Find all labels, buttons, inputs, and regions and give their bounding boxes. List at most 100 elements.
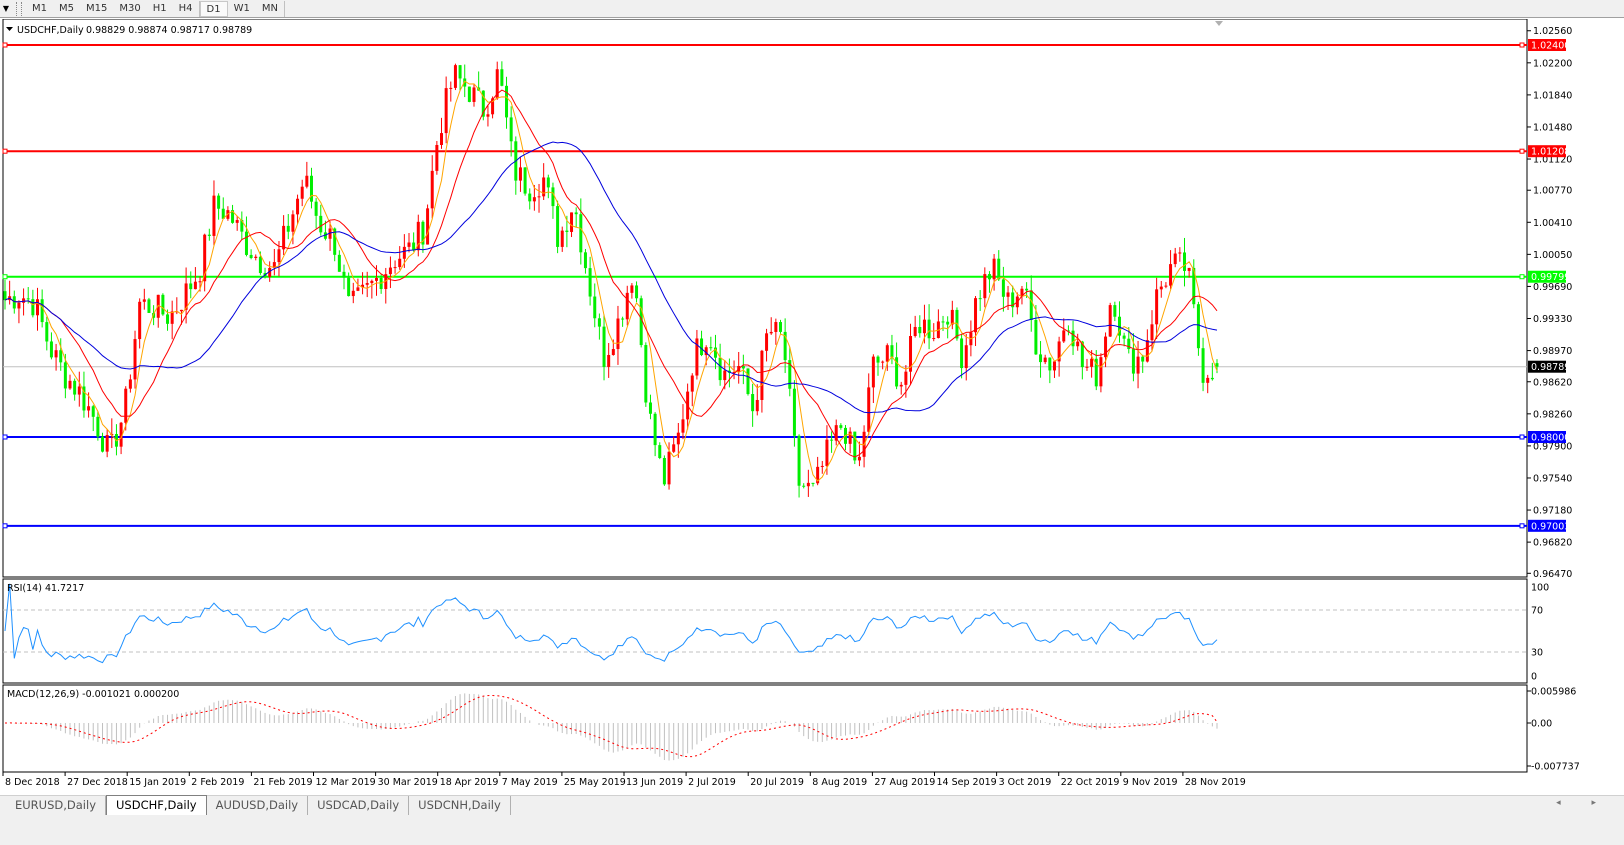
candle-body <box>565 230 569 232</box>
tab-eurusd[interactable]: EURUSD,Daily <box>6 796 106 815</box>
line-anchor-handle[interactable] <box>1519 42 1525 48</box>
tab-usdcnh[interactable]: USDCNH,Daily <box>409 796 511 815</box>
timeframe-mn[interactable]: MN <box>261 2 278 14</box>
timeframe-d1[interactable]: D1 <box>199 0 228 17</box>
toolbar-grip[interactable] <box>16 1 22 16</box>
timeframe-h1[interactable]: H1 <box>152 2 167 14</box>
price-tick-label: 1.01120 <box>1533 155 1572 166</box>
candle <box>509 106 513 157</box>
candle <box>1057 336 1061 377</box>
candle <box>361 272 365 295</box>
price-line-tag <box>1528 430 1566 443</box>
candle <box>1085 358 1089 371</box>
candle-body <box>676 432 680 445</box>
candle-body <box>96 416 100 437</box>
candle <box>960 333 964 379</box>
candle-body <box>635 285 639 299</box>
candle <box>430 155 434 219</box>
candle <box>867 373 871 436</box>
toolbar-dropdown-icon[interactable]: ▼ <box>2 4 10 13</box>
candle-body <box>268 267 272 277</box>
timeframe-w1[interactable]: W1 <box>233 2 250 14</box>
line-anchor-handle[interactable] <box>1519 523 1525 529</box>
line-anchor-handle[interactable] <box>1519 274 1525 280</box>
candle-body <box>26 298 30 300</box>
candle <box>537 183 541 213</box>
candle <box>77 371 81 407</box>
timeframe-h4[interactable]: H4 <box>178 2 193 14</box>
candle-body <box>769 331 773 334</box>
candle <box>388 256 392 289</box>
chart-tabs-bar: EURUSD,Daily USDCHF,Daily AUDUSD,Daily U… <box>0 795 1624 815</box>
candle-body <box>365 283 369 285</box>
candle-body <box>941 321 945 323</box>
candle-body <box>147 299 151 313</box>
candle-body <box>932 338 936 340</box>
tab-usdchf[interactable]: USDCHF,Daily <box>106 795 207 815</box>
timeframe-m5[interactable]: M5 <box>59 2 74 14</box>
candle <box>913 315 917 338</box>
candle-body <box>309 175 313 202</box>
line-anchor-handle[interactable] <box>2 523 8 529</box>
candle-body <box>1034 319 1038 355</box>
candle <box>286 214 290 240</box>
candle-body <box>105 434 109 452</box>
candle <box>546 174 550 199</box>
candle-body <box>440 133 444 145</box>
candle-body <box>374 278 378 281</box>
candle-body <box>138 301 142 340</box>
candle <box>365 271 369 298</box>
candle-body <box>1006 292 1010 297</box>
candle-body <box>1076 341 1080 347</box>
candle-body <box>1085 366 1089 368</box>
rsi-tick-label: 0 <box>1531 672 1537 683</box>
tab-scroll-arrows-icon[interactable]: ◂ ▸ <box>1556 798 1610 808</box>
macd-panel[interactable] <box>2 684 1528 773</box>
candle <box>1192 259 1196 309</box>
line-anchor-handle[interactable] <box>1519 148 1525 154</box>
main-price-panel[interactable] <box>2 19 1528 578</box>
timeframe-m1[interactable]: M1 <box>32 2 47 14</box>
line-anchor-handle[interactable] <box>2 274 8 280</box>
timeframe-m30[interactable]: M30 <box>119 2 141 14</box>
candle <box>607 343 611 378</box>
candle-body <box>1141 356 1145 362</box>
candle-body <box>1173 253 1177 265</box>
candle <box>1066 325 1070 336</box>
candle-body <box>899 384 903 387</box>
candle <box>732 360 736 380</box>
chart-ohlc-readout: 0.98829 0.98874 0.98717 0.98789 <box>86 25 252 36</box>
candle-body <box>1206 377 1210 383</box>
candle-body <box>974 298 978 333</box>
line-anchor-handle[interactable] <box>2 148 8 154</box>
candle <box>1145 329 1149 363</box>
chart-window[interactable]: 0.005986 0.00 -0.007737 100 70 30 0 1.02560 1.… <box>0 19 1624 795</box>
candle <box>909 323 913 385</box>
tab-audusd[interactable]: AUDUSD,Daily <box>207 796 309 815</box>
line-anchor-handle[interactable] <box>1519 434 1525 440</box>
chart-header-dropdown-icon[interactable] <box>6 27 13 31</box>
line-anchor-handle[interactable] <box>2 42 8 48</box>
candle <box>574 207 578 228</box>
candle <box>755 384 759 416</box>
rsi-panel[interactable] <box>2 578 1528 684</box>
candle <box>946 316 950 339</box>
candle <box>523 167 527 196</box>
candle <box>282 215 286 256</box>
candle <box>778 319 782 334</box>
chart-shift-marker-icon[interactable] <box>1215 21 1223 26</box>
candle-body <box>518 167 522 181</box>
candle-body <box>491 98 495 115</box>
current-price-tag <box>1528 360 1566 373</box>
candle-body <box>1187 267 1191 271</box>
candle-body <box>895 357 899 387</box>
candle-body <box>950 309 954 325</box>
line-anchor-handle[interactable] <box>2 434 8 440</box>
candle <box>890 334 894 365</box>
date-tick-label: 20 Jul 2019 <box>750 777 804 788</box>
timeframe-m15[interactable]: M15 <box>86 2 108 14</box>
tab-usdcad[interactable]: USDCAD,Daily <box>308 796 410 815</box>
candle-body <box>997 258 1001 280</box>
candle <box>528 188 532 210</box>
candle-body <box>871 356 875 388</box>
